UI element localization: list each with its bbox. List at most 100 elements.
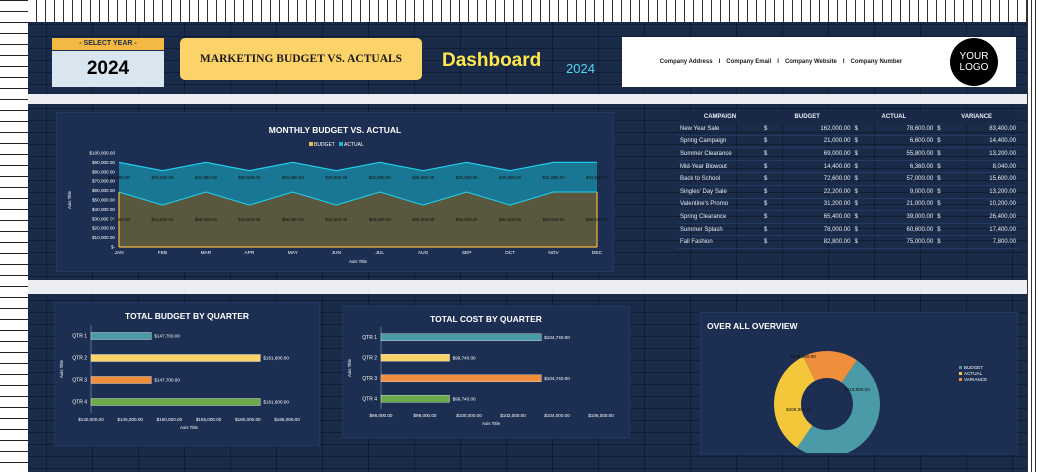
- currency-symbol: $: [935, 235, 948, 249]
- bar-value-label: $99,740.00: [453, 396, 476, 401]
- currency-symbol: $: [762, 210, 774, 224]
- budget-value: 21,000.00: [774, 135, 853, 149]
- x-axis-title: Axis Title: [482, 421, 501, 426]
- actual-area: [119, 162, 597, 206]
- slice-label: $209,640.00: [790, 354, 816, 359]
- actual-data-label: $31,580.00: [282, 175, 305, 180]
- y-tick-label: $70,000.00: [92, 179, 115, 184]
- x-tick-label: MAR: [201, 250, 212, 256]
- category-label: QTR 1: [72, 334, 87, 340]
- select-year-label: - SELECT YEAR -: [52, 38, 164, 50]
- budget-data-label: $44,600.00: [238, 217, 261, 222]
- table-row: Mid-Year Blowout $14,400.00 $6,360.00 $8,04…: [678, 160, 1018, 174]
- logo-text-line2: LOGO: [959, 62, 989, 73]
- category-label: QTR 2: [72, 356, 87, 362]
- legend-swatch-budget: [309, 142, 313, 146]
- currency-symbol: $: [852, 147, 865, 161]
- cost-quarter-panel: TOTAL COST BY QUARTER QTR 1 $104,740.00 QT…: [342, 306, 630, 438]
- x-tick-label: $106,000.00: [588, 413, 614, 418]
- table-row: Summer Splash $78,000.00 $60,600.00 $17,400…: [678, 223, 1018, 237]
- actual-data-label: $31,580.00: [543, 175, 566, 180]
- currency-symbol: $: [852, 185, 865, 199]
- currency-symbol: $: [935, 135, 948, 149]
- variance-value: 13,200.00: [947, 185, 1018, 199]
- table-header-row: CAMPAIGN BUDGET ACTUAL VARIANCE: [678, 110, 1018, 123]
- currency-symbol: $: [762, 123, 774, 136]
- col-budget: BUDGET: [762, 110, 853, 123]
- dashboard-year: 2024: [566, 61, 595, 76]
- currency-symbol: $: [852, 123, 865, 136]
- x-axis-title: Axis Title: [349, 259, 368, 264]
- x-tick-label: FEB: [158, 250, 167, 256]
- currency-symbol: $: [935, 147, 948, 161]
- budget-data-label: $58,500.00: [586, 217, 609, 222]
- currency-symbol: $: [762, 135, 774, 149]
- x-tick-label: $98,000.00: [414, 413, 437, 418]
- bar: [90, 332, 152, 340]
- x-tick-label: APR: [244, 250, 254, 256]
- y-tick-label: $60,000.00: [92, 188, 115, 193]
- overview-donut-chart: $618,600.00 BUDGET $408,960.00 ACTUAL $209,6…: [774, 351, 987, 453]
- campaign-name: Summer Clearance: [678, 147, 762, 161]
- company-email: Company Email: [726, 59, 772, 65]
- cost-quarter-title: TOTAL COST BY QUARTER: [430, 314, 542, 324]
- table-row: Fall Fashion $82,800.00 $75,000.00 $7,800.0…: [678, 235, 1018, 249]
- category-label: QTR 3: [72, 378, 87, 384]
- actual-value: 75,000.00: [864, 235, 936, 249]
- actual-line: [118, 161, 597, 172]
- table-row: Valentine's Promo $31,200.00 $21,000.00 $10…: [678, 198, 1018, 212]
- budget-quarter-bar-chart: QTR 1 $147,700.00 QTR 2 $161,600.00 QTR 3 $14…: [59, 325, 300, 430]
- budget-value: 31,200.00: [774, 198, 853, 212]
- currency-symbol: $: [935, 210, 948, 224]
- budget-value: 69,000.00: [774, 147, 853, 161]
- campaign-name: Summer Splash: [678, 223, 762, 237]
- campaign-table: CAMPAIGN BUDGET ACTUAL VARIANCE New Year…: [678, 110, 1018, 249]
- actual-data-label: $36,580.00: [499, 175, 522, 180]
- variance-value: 14,400.00: [947, 135, 1018, 149]
- separator-row: [28, 94, 1027, 104]
- bar-value-label: $147,700.00: [154, 378, 180, 383]
- bar: [380, 333, 542, 341]
- currency-symbol: $: [762, 185, 774, 199]
- variance-value: 17,400.00: [947, 223, 1018, 237]
- currency-symbol: $: [852, 160, 865, 174]
- y-tick-label: $100,000.00: [89, 151, 115, 156]
- actual-value: 6,600.00: [864, 135, 936, 149]
- currency-symbol: $: [762, 198, 774, 212]
- currency-symbol: $: [852, 235, 865, 249]
- category-label: QTR 1: [362, 335, 377, 341]
- bar: [380, 395, 450, 403]
- variance-value: 8,040.00: [947, 160, 1018, 174]
- legend-label: VARIANCE: [964, 377, 987, 382]
- variance-value: 10,200.00: [947, 198, 1018, 212]
- actual-data-label: $36,580.00: [151, 175, 174, 180]
- table-row: Spring Clearance $65,400.00 $39,000.00 $26,…: [678, 210, 1018, 224]
- currency-symbol: $: [852, 135, 865, 149]
- budget-value: 14,400.00: [774, 160, 853, 174]
- budget-data-label: $58,500.00: [369, 217, 392, 222]
- x-tick-label: JUL: [375, 250, 384, 256]
- actual-data-label: $31,580.00: [456, 175, 479, 180]
- bar-value-label: $104,740.00: [544, 376, 570, 381]
- currency-symbol: $: [852, 210, 865, 224]
- currency-symbol: $: [935, 198, 948, 212]
- page-title: MARKETING BUDGET VS. ACTUALS: [180, 38, 422, 80]
- legend-label: ACTUAL: [964, 371, 983, 376]
- currency-symbol: $: [935, 123, 948, 136]
- actual-value: 55,800.00: [864, 147, 936, 161]
- overview-panel: OVER ALL OVERVIEW $618,600.00 BUDGET $408,…: [700, 312, 1018, 454]
- campaign-name: New Year Sale: [678, 123, 762, 136]
- budget-data-label: $58,500.00: [456, 217, 479, 222]
- budget-quarter-panel: TOTAL BUDGET BY QUARTER QTR 1 $147,700.00…: [54, 302, 320, 446]
- variance-value: 83,400.00: [947, 123, 1018, 136]
- category-label: QTR 4: [362, 396, 377, 402]
- campaign-name: Singles' Day Sale: [678, 185, 762, 199]
- x-tick-label: SEP: [462, 250, 472, 256]
- bar-value-label: $147,700.00: [154, 334, 180, 339]
- year-selector[interactable]: 2024: [52, 51, 164, 87]
- actual-data-label: $31,580.00: [586, 175, 609, 180]
- budget-data-label: $44,600.00: [325, 217, 348, 222]
- dashboard-label: Dashboard: [442, 50, 542, 71]
- right-edge-strip: [1027, 0, 1039, 472]
- campaign-name: Back to School: [678, 172, 762, 186]
